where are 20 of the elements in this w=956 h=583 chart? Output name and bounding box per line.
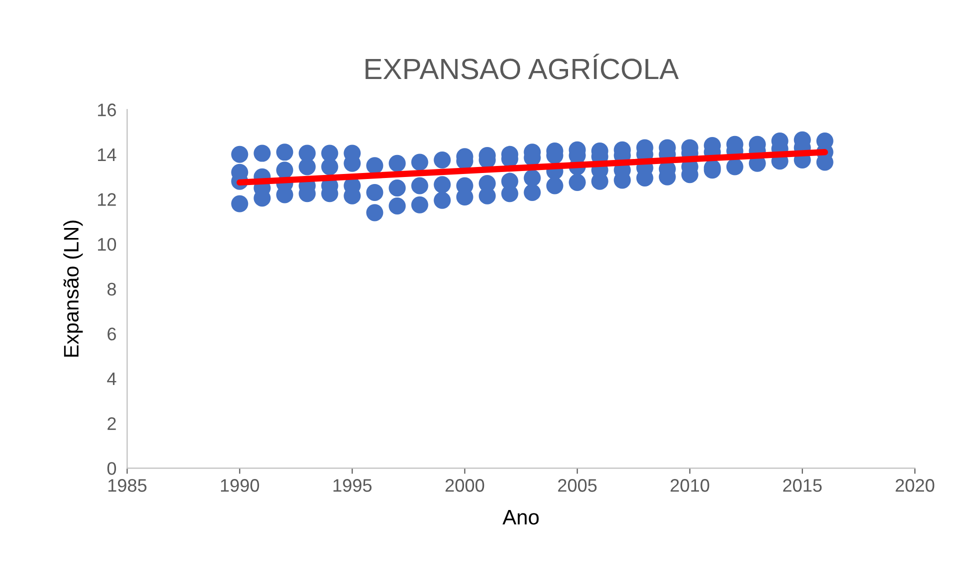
y-axis-title: Expansão (LN): [63, 220, 83, 357]
y-tick-label: 14: [98, 148, 116, 161]
x-tick-label: 1995: [334, 479, 372, 492]
x-tick-label: 1990: [220, 479, 260, 492]
x-tick-label: 1985: [108, 479, 146, 492]
x-tick-label: 2020: [896, 479, 934, 492]
y-tick-label: 12: [98, 193, 116, 206]
x-axis-title: Ano: [502, 510, 539, 525]
y-tick-label: 4: [107, 372, 116, 386]
y-tick-label: 6: [108, 328, 116, 340]
x-tick-label: 2010: [670, 479, 710, 492]
y-tick-label: 2: [108, 417, 116, 430]
x-tick-label: 2005: [558, 479, 597, 492]
chart-title: EXPANSAO AGRÍCOLA: [366, 54, 679, 80]
y-tick-label: 8: [107, 282, 116, 296]
y-tick-label: 16: [98, 104, 116, 116]
x-tick-label: 2000: [446, 479, 484, 492]
y-tick-label: 10: [98, 238, 116, 251]
y-tick-label: 0: [107, 462, 116, 475]
x-tick-label: 2015: [783, 479, 822, 492]
